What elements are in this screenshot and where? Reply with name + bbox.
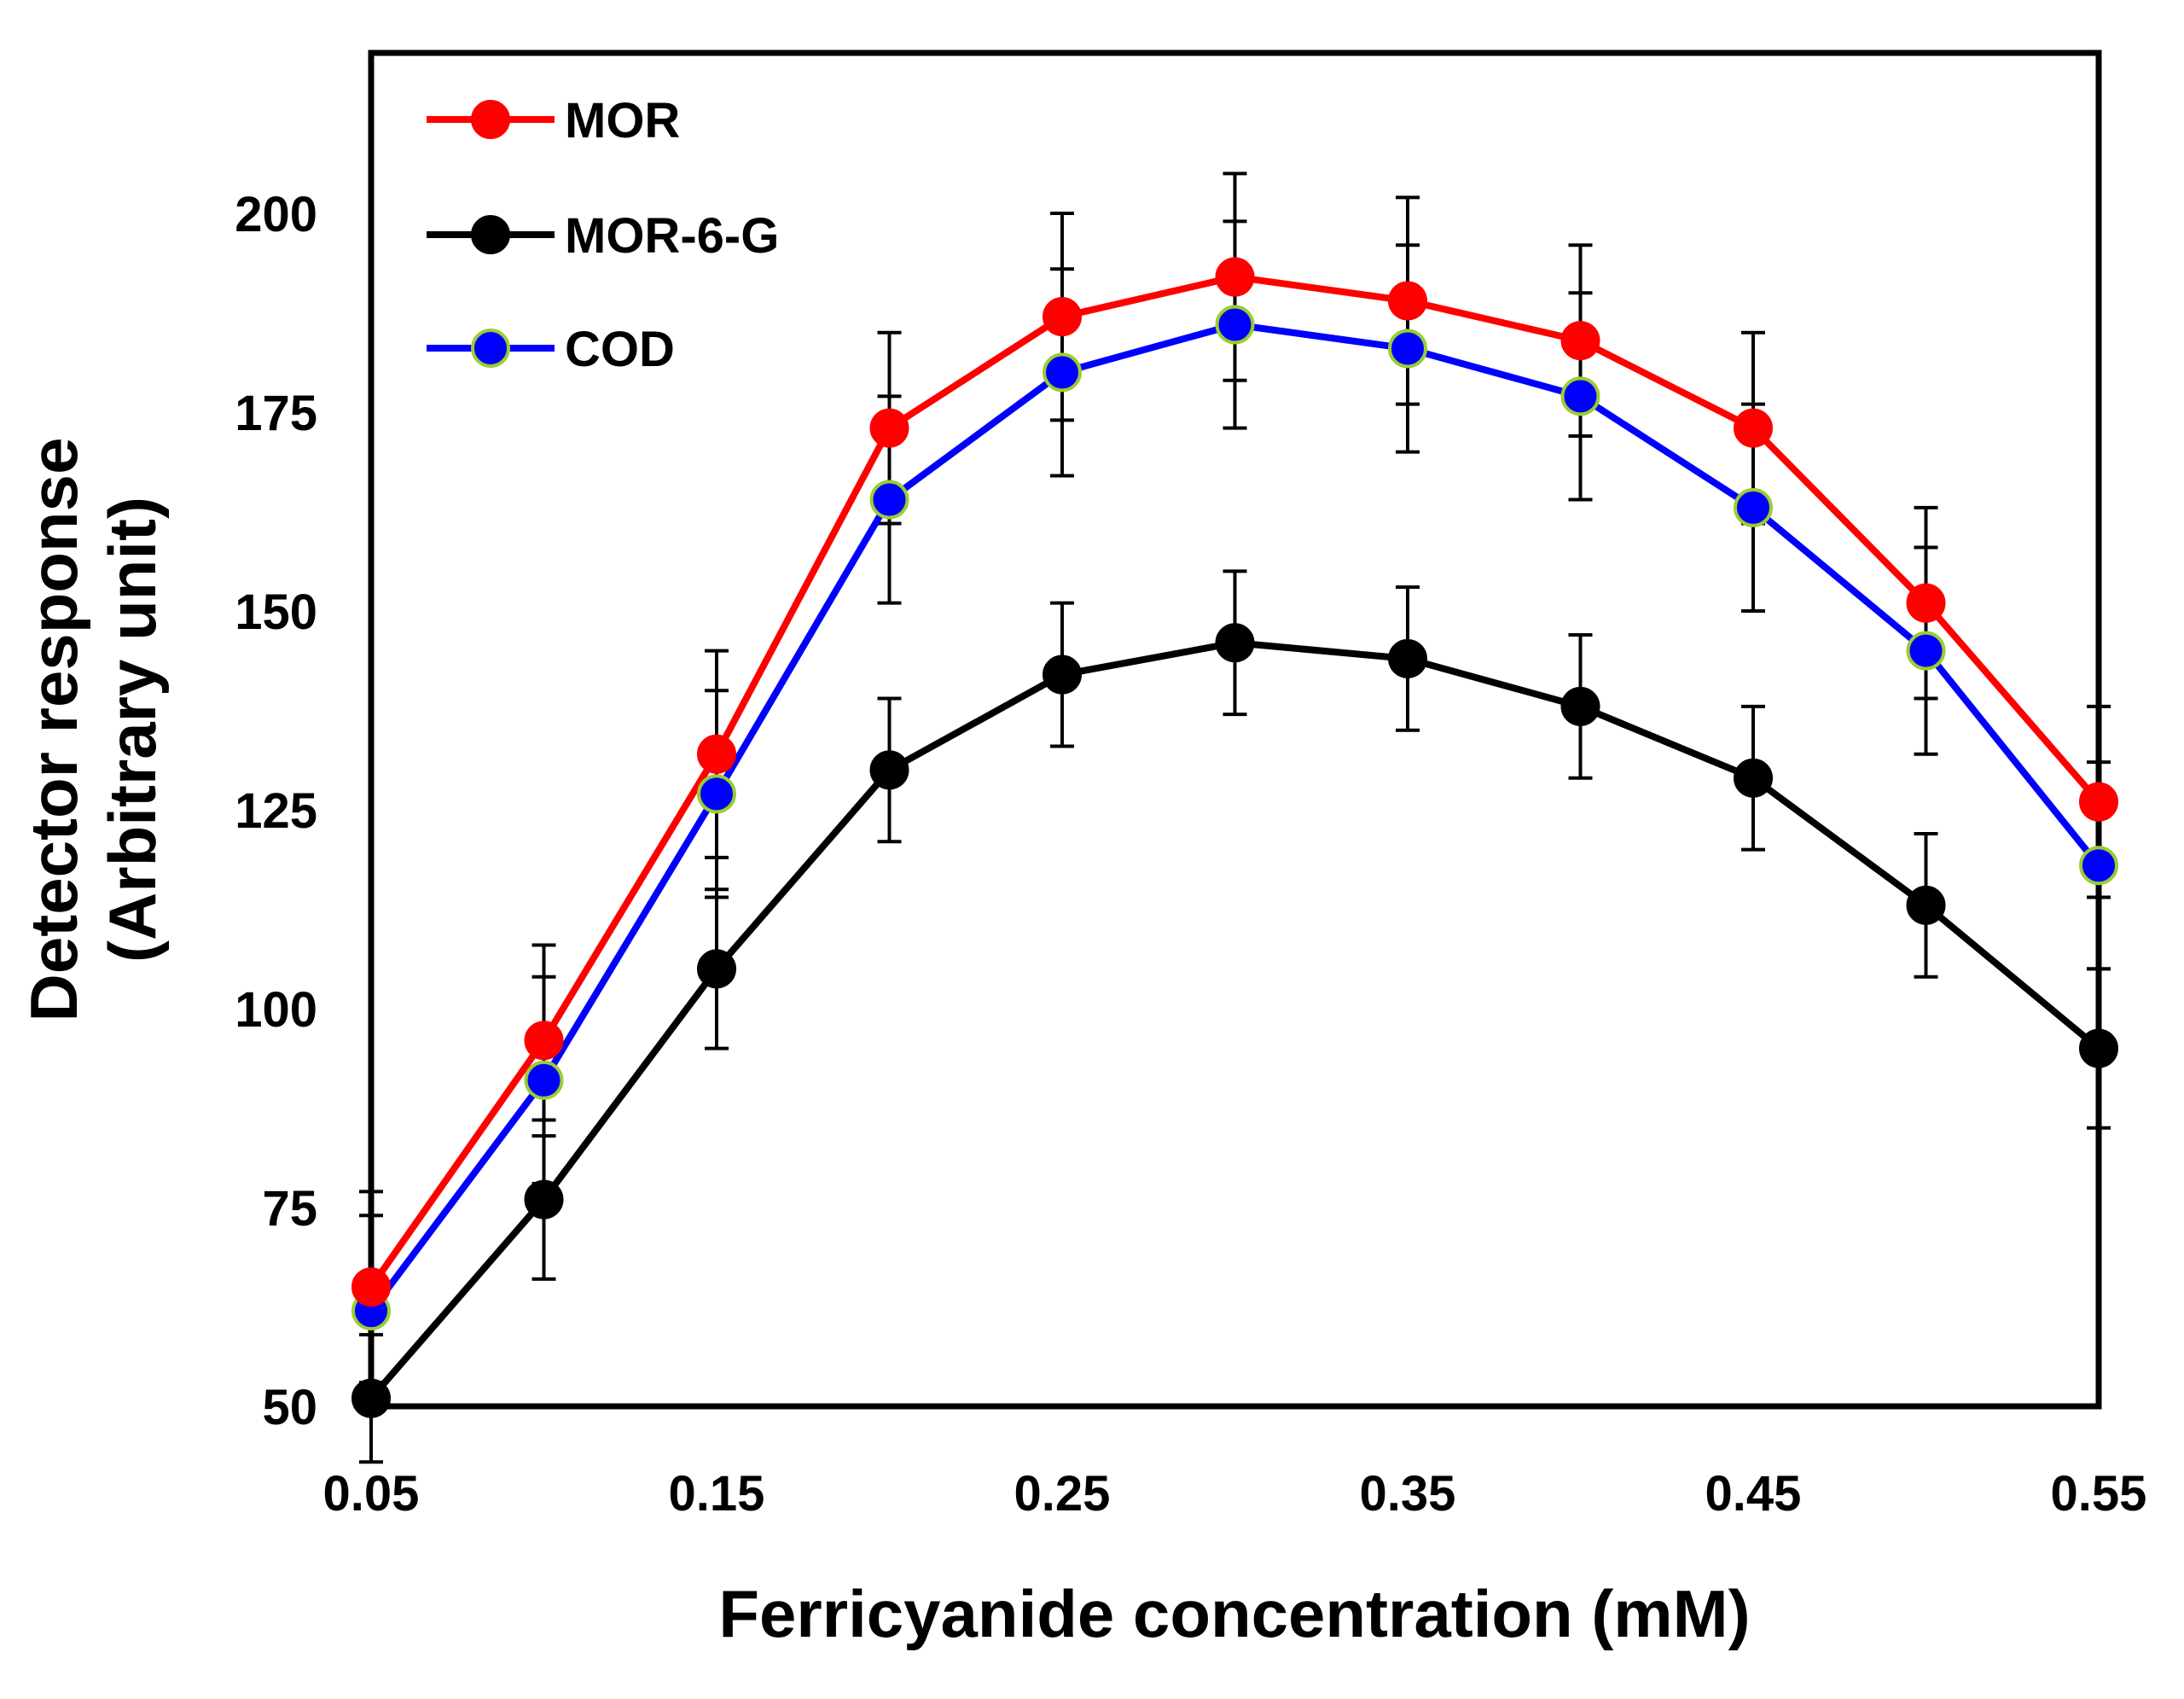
legend-marker-mor-6-g (471, 215, 510, 254)
series-line-mor-6-g (368, 639, 2101, 1401)
data-point-mor (2079, 782, 2118, 822)
legend-marker-mor (471, 100, 510, 139)
data-point-mor-6-g (2079, 1028, 2118, 1068)
x-axis-title: Ferricyanide concentration (mM) (718, 1576, 1750, 1651)
y-tick-label: 50 (262, 1380, 317, 1435)
data-point-mor-6-g (1215, 623, 1255, 663)
data-point-cod (1388, 329, 1427, 369)
x-tick-label: 0.05 (323, 1466, 420, 1522)
y-axis-title-line-1: Detector response (16, 438, 91, 1022)
data-point-mor (1560, 321, 1600, 361)
y-tick-label: 200 (235, 187, 317, 242)
legend-label-cod: COD (565, 322, 675, 377)
y-tick-labels: 50 75 100 125 150 175 200 (235, 187, 317, 1435)
y-tick-label: 100 (235, 982, 317, 1038)
data-point-mor-6-g (1906, 885, 1946, 925)
data-point-mor (869, 408, 909, 448)
data-point-cod (1215, 305, 1255, 345)
data-point-mor (1734, 408, 1773, 448)
y-tick-label: 75 (262, 1181, 317, 1236)
data-point-mor (1906, 583, 1946, 623)
data-point-cod (2079, 846, 2118, 886)
data-point-mor (351, 1267, 391, 1307)
series-lines (368, 273, 2102, 1401)
data-point-mor (524, 1021, 564, 1061)
data-point-mor-6-g (524, 1179, 564, 1219)
series-line-cod (368, 321, 2102, 1313)
x-tick-label: 0.15 (669, 1466, 765, 1522)
data-point-mor-6-g (1734, 758, 1773, 798)
series-markers (351, 257, 2118, 1418)
data-point-cod (1906, 631, 1946, 671)
legend-label-mor: MOR (565, 93, 680, 148)
data-point-mor-6-g (1560, 686, 1600, 726)
data-point-cod (1560, 376, 1600, 416)
y-axis-title: Detector response (Arbitrary unit) (16, 438, 170, 1022)
data-point-mor-6-g (351, 1378, 391, 1418)
legend-label-mor-6-g: MOR-6-G (565, 208, 779, 264)
data-point-cod (697, 774, 736, 814)
data-point-mor (1215, 257, 1255, 297)
data-point-mor (1043, 297, 1082, 337)
data-point-cod (524, 1060, 564, 1100)
data-point-mor-6-g (1043, 655, 1082, 695)
x-tick-label: 0.45 (1705, 1466, 1802, 1522)
y-tick-label: 125 (235, 783, 317, 839)
x-tick-labels: 0.05 0.15 0.25 0.35 0.45 0.55 (323, 1466, 2147, 1522)
data-point-mor (697, 734, 736, 774)
data-point-mor (1388, 281, 1427, 321)
data-point-cod (869, 480, 909, 520)
legend-marker-cod (471, 329, 510, 368)
data-point-mor-6-g (1388, 638, 1427, 678)
y-tick-label: 150 (235, 585, 317, 640)
y-axis-title-line-2: (Arbitrary unit) (95, 497, 170, 963)
y-tick-label: 175 (235, 386, 317, 441)
x-tick-label: 0.55 (2051, 1466, 2147, 1522)
data-point-mor-6-g (869, 750, 909, 790)
x-tick-label: 0.35 (1360, 1466, 1456, 1522)
data-point-mor-6-g (697, 949, 736, 989)
data-point-cod (1043, 352, 1082, 393)
x-tick-label: 0.25 (1014, 1466, 1111, 1522)
data-point-cod (1734, 487, 1773, 527)
legend: MOR MOR-6-G COD (427, 93, 779, 377)
